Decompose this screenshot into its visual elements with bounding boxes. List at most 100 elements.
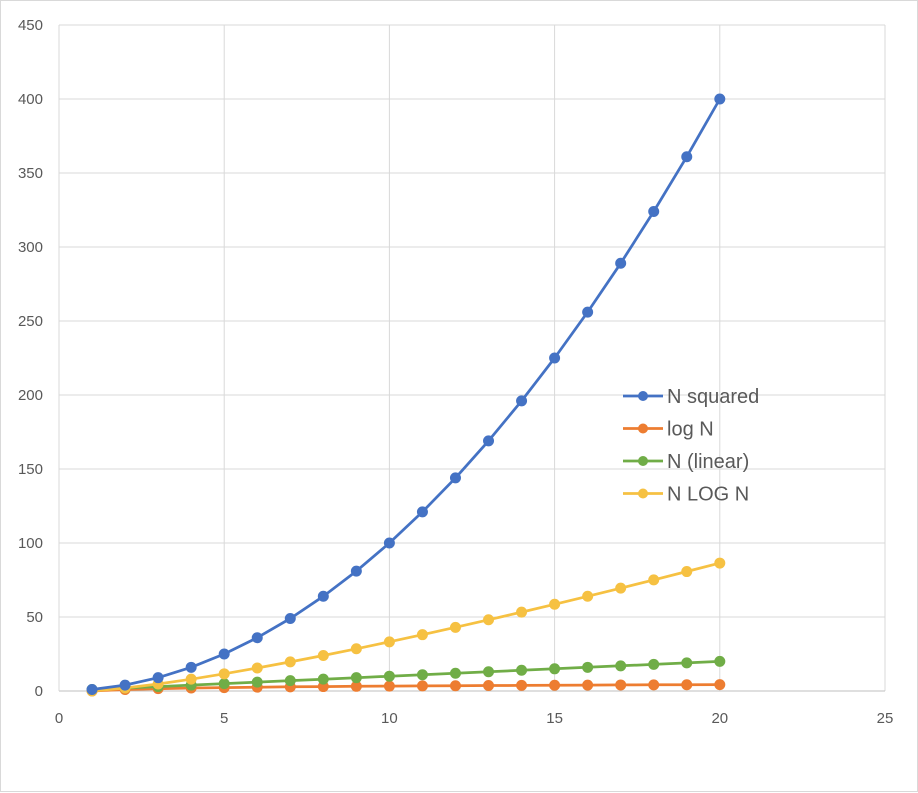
data-point-n-linear <box>516 664 528 676</box>
data-point-n-log-n <box>582 590 594 602</box>
data-point-n-squared <box>582 306 594 318</box>
series-layer <box>86 93 726 697</box>
data-point-log-n <box>383 680 395 692</box>
data-point-n-squared <box>185 661 197 673</box>
legend-item-n-squared: N squared <box>623 386 759 408</box>
legend-label: N LOG N <box>667 484 749 506</box>
data-point-n-linear <box>218 678 230 690</box>
data-point-log-n <box>582 679 594 691</box>
legend-swatch-marker <box>638 488 648 499</box>
x-tick-label: 0 <box>55 710 63 727</box>
legend-swatch-marker <box>638 391 648 401</box>
gridlines <box>59 24 886 691</box>
data-point-n-linear <box>714 655 726 667</box>
data-point-n-linear <box>681 657 693 669</box>
data-point-n-squared <box>350 565 362 577</box>
data-point-log-n <box>449 680 461 692</box>
data-point-n-log-n <box>185 673 197 685</box>
axes: 0 50 100 150 200 250 300 350 400 450 0 5 10 15 20 25 <box>18 17 893 727</box>
legend-label: N squared <box>667 386 759 408</box>
legend-swatch-marker <box>638 456 648 466</box>
data-point-n-log-n <box>251 662 263 674</box>
data-point-n-linear <box>416 669 428 681</box>
data-point-n-linear <box>317 673 329 685</box>
data-point-n-log-n <box>714 557 726 569</box>
data-point-n-squared <box>317 590 329 602</box>
data-point-n-squared <box>483 435 495 447</box>
data-point-n-log-n <box>350 643 362 655</box>
data-point-n-linear <box>284 675 296 687</box>
legend-item-n-log-n: N LOG N <box>623 484 749 506</box>
data-point-n-squared <box>681 151 693 163</box>
data-point-n-linear <box>251 676 263 688</box>
y-tick-label: 200 <box>18 387 43 404</box>
data-point-log-n <box>549 679 561 691</box>
data-point-n-linear <box>648 658 660 670</box>
data-point-n-squared <box>152 672 164 684</box>
series-n-linear <box>86 655 726 696</box>
legend-label: log N <box>667 419 714 441</box>
data-point-n-squared <box>416 506 428 518</box>
series-line-n-squared <box>90 97 722 691</box>
y-tick-label: 100 <box>18 535 43 552</box>
data-point-n-squared <box>449 472 461 484</box>
series-log-n <box>86 679 726 697</box>
data-point-log-n <box>516 679 528 691</box>
y-tick-label: 450 <box>18 17 43 34</box>
data-point-n-linear <box>549 663 561 675</box>
x-tick-label: 20 <box>711 710 728 727</box>
y-tick-label: 150 <box>18 461 43 478</box>
data-point-n-log-n <box>681 566 693 578</box>
legend: N squared log N N (linear) N LOG N <box>623 386 759 506</box>
x-tick-label: 15 <box>546 710 563 727</box>
legend-item-n-linear: N (linear) <box>623 451 749 473</box>
data-point-n-squared <box>549 352 561 364</box>
data-point-log-n <box>681 679 693 691</box>
legend-swatch-marker <box>638 423 648 434</box>
data-point-n-linear <box>383 670 395 682</box>
data-point-n-squared <box>119 679 131 691</box>
data-point-log-n <box>615 679 627 691</box>
data-point-log-n <box>648 679 660 691</box>
data-point-n-squared <box>648 205 660 217</box>
data-point-log-n <box>416 680 428 692</box>
data-point-n-squared <box>615 257 627 269</box>
y-tick-label: 400 <box>18 91 43 108</box>
data-point-n-log-n <box>284 656 296 668</box>
data-point-n-linear <box>449 667 461 679</box>
data-point-n-squared <box>218 648 230 660</box>
data-point-n-log-n <box>317 649 329 661</box>
data-point-log-n <box>483 680 495 692</box>
data-point-n-log-n <box>516 606 528 618</box>
legend-label: N (linear) <box>667 451 749 473</box>
data-point-n-log-n <box>416 629 428 641</box>
data-point-n-linear <box>615 660 627 672</box>
x-tick-label: 5 <box>220 710 228 727</box>
series-line-n-linear <box>90 660 722 691</box>
data-point-n-log-n <box>648 574 660 586</box>
y-tick-label: 50 <box>26 609 43 626</box>
x-tick-label: 10 <box>381 710 398 727</box>
data-point-n-linear <box>483 666 495 678</box>
legend-item-log-n: log N <box>623 419 714 441</box>
data-point-n-log-n <box>615 582 627 594</box>
data-point-n-log-n <box>449 621 461 633</box>
series-line-n-log-n <box>90 561 722 693</box>
data-point-n-squared <box>383 537 395 549</box>
data-point-n-log-n <box>483 614 495 626</box>
data-point-n-log-n <box>383 636 395 648</box>
data-point-n-squared <box>284 612 296 624</box>
data-point-n-squared <box>86 684 98 696</box>
x-tick-label: 25 <box>877 710 894 727</box>
data-point-n-log-n <box>218 668 230 680</box>
y-tick-label: 350 <box>18 165 43 182</box>
data-point-n-linear <box>582 661 594 673</box>
data-point-log-n <box>714 679 726 691</box>
data-point-n-squared <box>251 632 263 644</box>
y-tick-label: 0 <box>35 683 43 700</box>
y-tick-label: 300 <box>18 239 43 256</box>
data-point-n-linear <box>350 672 362 684</box>
series-n-squared <box>86 93 726 696</box>
